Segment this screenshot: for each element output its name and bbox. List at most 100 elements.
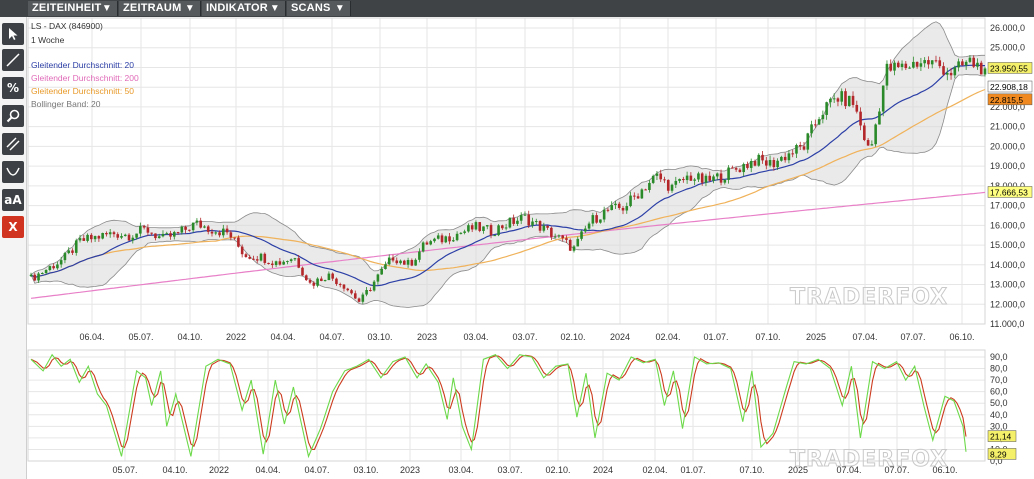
line-tool[interactable] <box>2 49 24 71</box>
x-tick-label: 03.10. <box>367 332 392 342</box>
cursor-tool[interactable] <box>2 23 24 45</box>
ma50-value-label-box <box>987 93 1033 106</box>
candle-body <box>787 153 791 161</box>
stochastic-grid <box>27 349 986 462</box>
candle-body <box>403 260 406 265</box>
candle-body <box>531 221 534 226</box>
candle-body <box>900 63 904 68</box>
legend-instrument: LS - DAX (846900) <box>31 21 103 31</box>
candle-body <box>715 173 719 177</box>
y-tick-label: 19.000,0 <box>990 161 1025 171</box>
parallel-tool[interactable] <box>2 133 24 155</box>
candle-body <box>727 167 730 180</box>
candle-body <box>516 220 519 224</box>
candle-body <box>550 227 553 237</box>
x-tick-label: 03.04. <box>463 332 488 342</box>
candle-body <box>474 222 478 230</box>
candle-body <box>949 72 953 76</box>
ma200-line <box>30 191 986 299</box>
candle-body <box>229 232 233 238</box>
candle-body <box>565 238 568 240</box>
candle-body <box>436 235 440 239</box>
candle-body <box>501 225 504 229</box>
candle-body <box>320 278 323 282</box>
candle-body <box>512 217 515 224</box>
candle-body <box>617 203 621 209</box>
candle-body <box>414 259 417 266</box>
candle-body <box>904 63 908 69</box>
curve-tool[interactable] <box>2 161 24 183</box>
candle-body <box>135 233 138 238</box>
candle-body <box>734 168 738 170</box>
menu-zeitraum[interactable]: ZEITRAUM ▼ <box>119 1 201 16</box>
candle-body <box>942 66 945 75</box>
last-close-label: 23.950,55 <box>987 62 1033 74</box>
ma50-value-label: 22.815,5 <box>987 93 1033 106</box>
candle-body <box>406 260 410 265</box>
stoch-x-tick-label: 05.07. <box>112 465 137 475</box>
x-tick-label: 04.07. <box>319 332 344 342</box>
candle-body <box>74 240 78 253</box>
candle-body <box>723 179 727 183</box>
dropdown-caret-icon: ▼ <box>101 3 112 14</box>
candle-body <box>33 274 37 281</box>
stoch-y-tick-label: 40,0 <box>990 410 1008 420</box>
stoch-k-value-label: 8,29 <box>987 448 1017 460</box>
candle-body <box>263 253 267 263</box>
percent-icon: % <box>6 81 20 95</box>
stoch-x-tick-label: 2023 <box>400 465 420 475</box>
candle-body <box>52 266 55 269</box>
zoom-tool[interactable] <box>2 105 24 127</box>
x-tick-label: 07.10. <box>755 332 780 342</box>
candle-body <box>203 226 206 228</box>
candle-body <box>380 269 383 275</box>
menu-zeiteinheit[interactable]: ZEITEINHEIT ▼ <box>28 1 118 16</box>
candle-body <box>67 250 71 254</box>
candle-body <box>968 57 972 62</box>
candle-body <box>572 246 576 251</box>
candle-body <box>866 140 870 146</box>
chart-legend: LS - DAX (846900) 1 Woche Gleitender Dur… <box>31 21 139 109</box>
candle-body <box>889 63 893 71</box>
menu-indikator[interactable]: INDIKATOR ▼ <box>202 1 286 16</box>
candle-body <box>746 164 749 168</box>
delete-tool[interactable]: X <box>2 216 24 238</box>
last-close-label-text: 23.950,55 <box>990 63 1028 73</box>
candle-body <box>444 236 448 243</box>
candle-body <box>48 266 52 271</box>
candle-body <box>365 290 368 295</box>
candle-body <box>961 61 964 66</box>
parallel-lines-icon <box>6 137 20 151</box>
x-tick-label: 03.07. <box>512 332 537 342</box>
candle-body <box>470 225 474 230</box>
candle-body <box>595 215 598 223</box>
trend-line-icon <box>6 53 20 67</box>
candle-body <box>538 221 542 231</box>
stoch-x-tick-label: 03.10. <box>353 465 378 475</box>
candle-body <box>764 160 768 166</box>
candle-body <box>489 225 493 236</box>
candle-body <box>237 237 240 247</box>
moving-averages <box>30 64 986 299</box>
candle-body <box>218 232 221 236</box>
stoch-x-tick-label: 07.04. <box>836 465 861 475</box>
candle-body <box>293 258 297 260</box>
candle-body <box>508 217 512 228</box>
candle-body <box>199 220 202 228</box>
y-tick-label: 25.000,0 <box>990 43 1025 53</box>
candle-body <box>180 226 184 233</box>
stochastic-lines <box>30 353 967 459</box>
menu-scans[interactable]: SCANS ▼ <box>287 1 351 16</box>
candle-body <box>825 102 828 115</box>
text-tool[interactable]: aA <box>2 189 24 211</box>
candle-body <box>712 176 715 181</box>
y-tick-label: 18.000,0 <box>990 181 1025 191</box>
x-tick-label: 02.10. <box>560 332 585 342</box>
candle-body <box>840 91 844 102</box>
legend-bollinger: Bollinger Band: 20 <box>31 99 101 109</box>
candle-body <box>938 60 942 67</box>
legend-ma50: Gleitender Durchschnitt: 50 <box>31 86 134 96</box>
percent-tool[interactable]: % <box>2 77 24 99</box>
axis-labels: 11.000,0 12.000,0 13.000,0 14.000,0 15.000,0… <box>79 23 1025 475</box>
